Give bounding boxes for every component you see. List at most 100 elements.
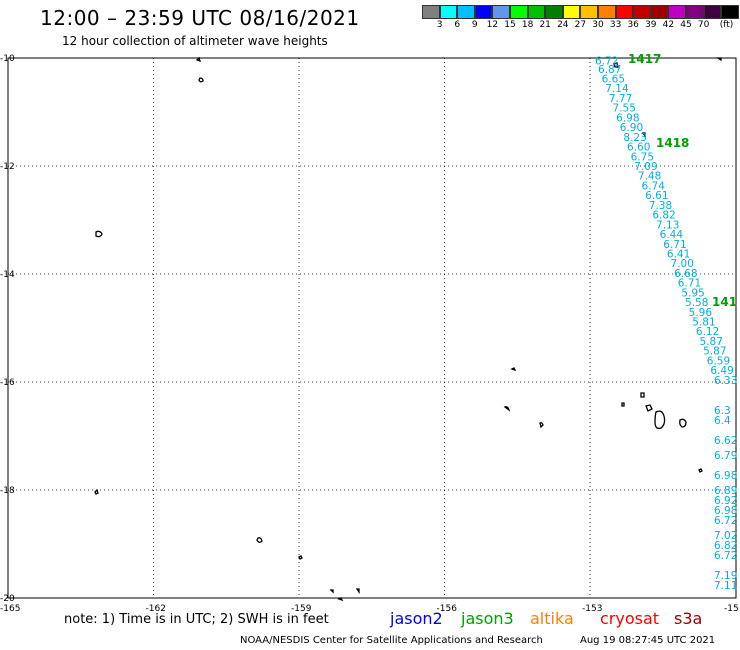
swh-value: 5.87: [700, 336, 723, 348]
swh-value: 6.98: [714, 505, 737, 517]
legend-swatch: [721, 5, 739, 19]
island-outline: [298, 555, 303, 560]
y-tick-label: -20: [0, 594, 15, 604]
swh-value: 6.72: [714, 550, 737, 562]
pass-labels: 1417 1418 141: [628, 52, 737, 309]
swh-value: 6.41: [667, 248, 690, 260]
legend-swatch: [509, 5, 528, 19]
swh-value: 7.55: [613, 103, 636, 115]
island-outline: [539, 422, 544, 429]
island-outline: [715, 57, 722, 62]
swh-value: 7.02: [714, 530, 737, 542]
legend-swatch: [492, 5, 510, 19]
satellite-jason2: jason2: [390, 609, 443, 628]
swh-value: 6.72: [595, 56, 618, 68]
legend-swatch: [633, 5, 651, 19]
island-outline: [679, 418, 687, 428]
legend-label: 33: [609, 20, 622, 30]
legend-label: 70: [697, 20, 710, 30]
island-outline: [329, 589, 334, 594]
swh-value: 7.48: [638, 171, 661, 183]
legend-label: 42: [662, 20, 675, 30]
island-outline: [355, 588, 360, 595]
swh-value: 6.68: [674, 268, 697, 280]
islands: [94, 56, 722, 602]
legend-labels: 3 6 9 12 15 18 21 24 27 30 33 36 39 42 45 70 (ft): [422, 19, 739, 33]
y-tick-label: -10: [0, 54, 15, 64]
island-outline: [641, 132, 646, 139]
legend-swatch: [457, 5, 475, 19]
swh-value: 6.71: [663, 239, 686, 251]
y-tick-label: -16: [0, 378, 15, 388]
island-outline: [621, 402, 625, 407]
legend-label: 27: [574, 20, 587, 30]
axis-ticks: -10 -12 -14 -16 -18 -20 -162 -159 -156 -153 -165 -1…: [0, 54, 739, 614]
map-frame: [7, 57, 737, 599]
x-tick-label: -156: [437, 604, 458, 614]
swh-value: 5.96: [689, 307, 713, 319]
legend-swatch: [615, 5, 634, 19]
island-outline: [510, 367, 517, 372]
swh-value: 6.61: [645, 190, 668, 202]
swh-value: 7.13: [656, 219, 679, 231]
legend-label: 15: [504, 20, 516, 30]
island-outline: [698, 468, 703, 473]
swh-value: 6.92: [714, 495, 737, 507]
map-title: 12:00 – 23:59 UTC 08/16/2021: [40, 6, 360, 30]
satellite-altika: altika: [530, 609, 574, 628]
island-outline: [195, 56, 202, 63]
swh-value: 6.49: [710, 365, 733, 377]
swh-value: 6.98: [714, 470, 737, 482]
x-tick-label: -162: [146, 604, 166, 614]
legend-label: 18: [521, 20, 534, 30]
swh-value: 6.87: [598, 64, 621, 76]
legend-label: 9: [471, 20, 478, 30]
footer-note: note: 1) Time is in UTC; 2) SWH is in fe…: [64, 612, 329, 627]
swh-value: 6.62: [714, 435, 737, 447]
y-tick-label: -14: [0, 270, 15, 280]
swh-value: 6.74: [642, 180, 666, 192]
track-edge-values: 6.36.46.626.796.986.896.926.986.727.026.…: [714, 405, 737, 592]
swh-value: 6.71: [678, 278, 701, 290]
swh-value: 8.23: [623, 132, 646, 144]
legend-swatch: [422, 5, 440, 19]
legend-swatch: [580, 5, 598, 19]
x-tick-label: -15: [724, 604, 739, 614]
swh-value: 6.44: [660, 229, 684, 241]
legend-label: 45: [680, 20, 692, 30]
swh-value: 6.79: [714, 450, 737, 462]
legend-swatch: [562, 5, 581, 19]
legend-label: 39: [645, 20, 657, 30]
legend-label: 36: [627, 20, 639, 30]
swh-value: 6.82: [652, 210, 675, 222]
legend-swatch: [703, 5, 722, 19]
swh-value: 6.82: [714, 540, 737, 552]
color-legend: 3 6 9 12 15 18 21 24 27 30 33 36 39 42 45 70 (ft): [422, 5, 739, 33]
legend-color-bar: [422, 5, 739, 19]
swh-value: 6.65: [602, 74, 625, 86]
island-outline: [256, 537, 263, 543]
island-outline: [94, 488, 99, 495]
swh-value: 6.4: [714, 415, 731, 427]
island-outline: [95, 230, 103, 238]
x-tick-label: -153: [582, 604, 602, 614]
y-tick-label: -18: [0, 486, 15, 496]
swh-value: 6.59: [707, 355, 730, 367]
pass-label: 1418: [656, 136, 689, 150]
island-outline: [645, 404, 653, 412]
swh-value: 5.95: [681, 287, 704, 299]
swh-value: 7.09: [634, 161, 657, 173]
legend-label: 6: [454, 20, 461, 30]
map-subtitle: 12 hour collection of altimeter wave hei…: [62, 34, 328, 48]
credit-line: NOAA/NESDIS Center for Satellite Applica…: [240, 635, 543, 646]
legend-swatch: [545, 5, 563, 19]
island-outline: [613, 62, 619, 68]
swh-value: 7.77: [609, 93, 632, 105]
x-tick-label: -165: [0, 604, 20, 614]
legend-swatch: [685, 5, 704, 19]
legend-swatch: [668, 5, 686, 19]
legend-swatch: [527, 5, 546, 19]
island-outline: [654, 410, 666, 430]
legend-unit: (ft): [719, 20, 734, 30]
